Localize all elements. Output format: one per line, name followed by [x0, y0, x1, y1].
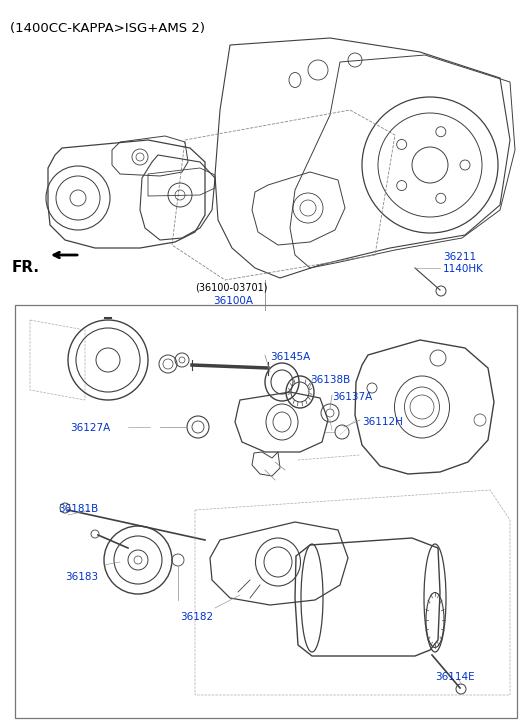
Text: 36112H: 36112H	[362, 417, 403, 427]
Text: 36181B: 36181B	[58, 504, 98, 514]
Text: 1140HK: 1140HK	[443, 264, 484, 274]
Text: 36138B: 36138B	[310, 375, 350, 385]
Bar	[15, 305, 517, 718]
Text: 36127A: 36127A	[70, 423, 110, 433]
Text: 36183: 36183	[65, 572, 98, 582]
Text: (36100-03701): (36100-03701)	[195, 282, 268, 292]
Text: FR.: FR.	[12, 260, 40, 275]
Text: 36137A: 36137A	[332, 392, 372, 402]
Text: 36211: 36211	[443, 252, 476, 262]
Text: 36145A: 36145A	[270, 352, 310, 362]
Text: 36182: 36182	[180, 612, 213, 622]
Text: (1400CC-KAPPA>ISG+AMS 2): (1400CC-KAPPA>ISG+AMS 2)	[10, 22, 205, 35]
Text: 36100A: 36100A	[213, 296, 253, 306]
Text: 36114E: 36114E	[435, 672, 475, 682]
